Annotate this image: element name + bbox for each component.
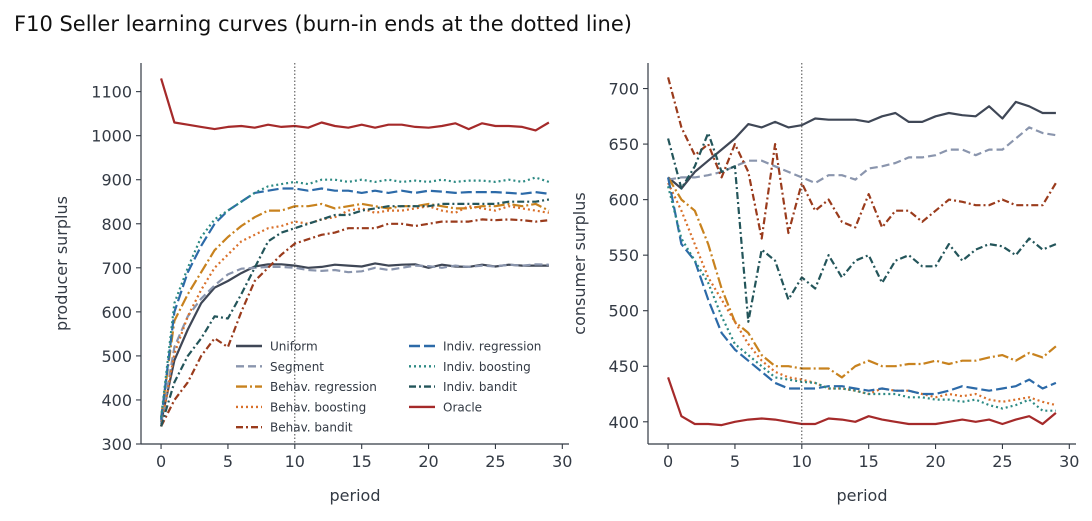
series-line-behav-regression — [667, 176, 1057, 379]
series-line-indiv-boosting — [160, 176, 550, 418]
series-line-behav-boosting — [667, 182, 1057, 407]
series-line-behav-bandit — [667, 77, 1057, 240]
series-line-uniform — [160, 262, 549, 423]
x-tick-label: 15 — [352, 452, 372, 471]
y-tick-label: 650 — [608, 135, 639, 154]
legend-label: Behav. regression — [270, 380, 377, 394]
x-tick-label: 20 — [925, 452, 945, 471]
series-lines — [667, 77, 1057, 427]
legend: Uniform Segment Behav. regression Behav. bo… — [236, 340, 541, 435]
x-tick-label: 15 — [859, 452, 879, 471]
y-axis-label: consumer surplus — [570, 192, 589, 334]
legend-label: Oracle — [443, 400, 482, 414]
y-tick-label: 1000 — [91, 127, 132, 146]
series-line-behav-regression — [160, 202, 550, 418]
x-tick-label: 30 — [1059, 452, 1079, 471]
y-tick-label: 300 — [101, 435, 132, 454]
series-line-indiv-bandit — [160, 198, 550, 427]
y-tick-label: 500 — [608, 302, 639, 321]
legend-label: Indiv. boosting — [443, 360, 531, 374]
y-tick-label: 400 — [608, 413, 639, 432]
consumer-surplus-panel: 0 5 10 15 20 25 30 400 450 500 550 600 650 700 period c… — [570, 63, 1079, 505]
series-lines — [160, 78, 550, 427]
x-tick-label: 5 — [223, 452, 233, 471]
figure-title: F10 Seller learning curves (burn-in ends… — [14, 12, 632, 36]
x-tick-label: 10 — [285, 452, 305, 471]
series-line-uniform — [667, 100, 1056, 190]
x-tick-label: 30 — [552, 452, 572, 471]
series-line-oracle — [160, 78, 550, 132]
y-tick-label: 450 — [608, 357, 639, 376]
legend-label: Segment — [270, 360, 324, 374]
y-tick-label: 800 — [101, 215, 132, 234]
x-tick-label: 0 — [156, 452, 166, 471]
legend-label: Behav. bandit — [270, 421, 353, 435]
y-tick-label: 700 — [608, 80, 639, 99]
x-tick-label: 25 — [485, 452, 505, 471]
y-tick-label: 500 — [101, 347, 132, 366]
x-tick-label: 25 — [992, 452, 1012, 471]
x-axis-label: period — [837, 486, 888, 505]
y-tick-label: 1100 — [91, 83, 132, 102]
legend-label: Indiv. bandit — [443, 380, 517, 394]
x-tick-label: 10 — [792, 452, 812, 471]
y-axis-label: producer surplus — [52, 196, 71, 331]
y-tick-label: 400 — [101, 391, 132, 410]
x-tick-label: 20 — [418, 452, 438, 471]
series-line-behav-bandit — [160, 218, 550, 427]
legend-label: Uniform — [270, 340, 318, 354]
y-tick-label: 550 — [608, 246, 639, 265]
series-line-indiv-bandit — [667, 131, 1057, 323]
producer-surplus-panel: 0 5 10 15 20 25 30 300 400 500 600 700 800 900 1000 110… — [52, 63, 572, 505]
x-tick-label: 5 — [730, 452, 740, 471]
y-tick-label: 700 — [101, 259, 132, 278]
series-line-indiv-regression — [667, 177, 1057, 396]
y-tick-label: 600 — [101, 303, 132, 322]
y-tick-label: 900 — [101, 171, 132, 190]
series-line-indiv-regression — [160, 187, 550, 420]
legend-label: Behav. boosting — [270, 400, 366, 414]
series-line-oracle — [667, 377, 1057, 427]
series-line-behav-boosting — [160, 205, 550, 427]
series-line-indiv-boosting — [667, 186, 1056, 412]
y-tick-label: 600 — [608, 191, 639, 210]
x-tick-label: 0 — [663, 452, 673, 471]
series-line-segment — [667, 126, 1057, 185]
x-axis-label: period — [330, 486, 381, 505]
legend-label: Indiv. regression — [443, 340, 541, 354]
